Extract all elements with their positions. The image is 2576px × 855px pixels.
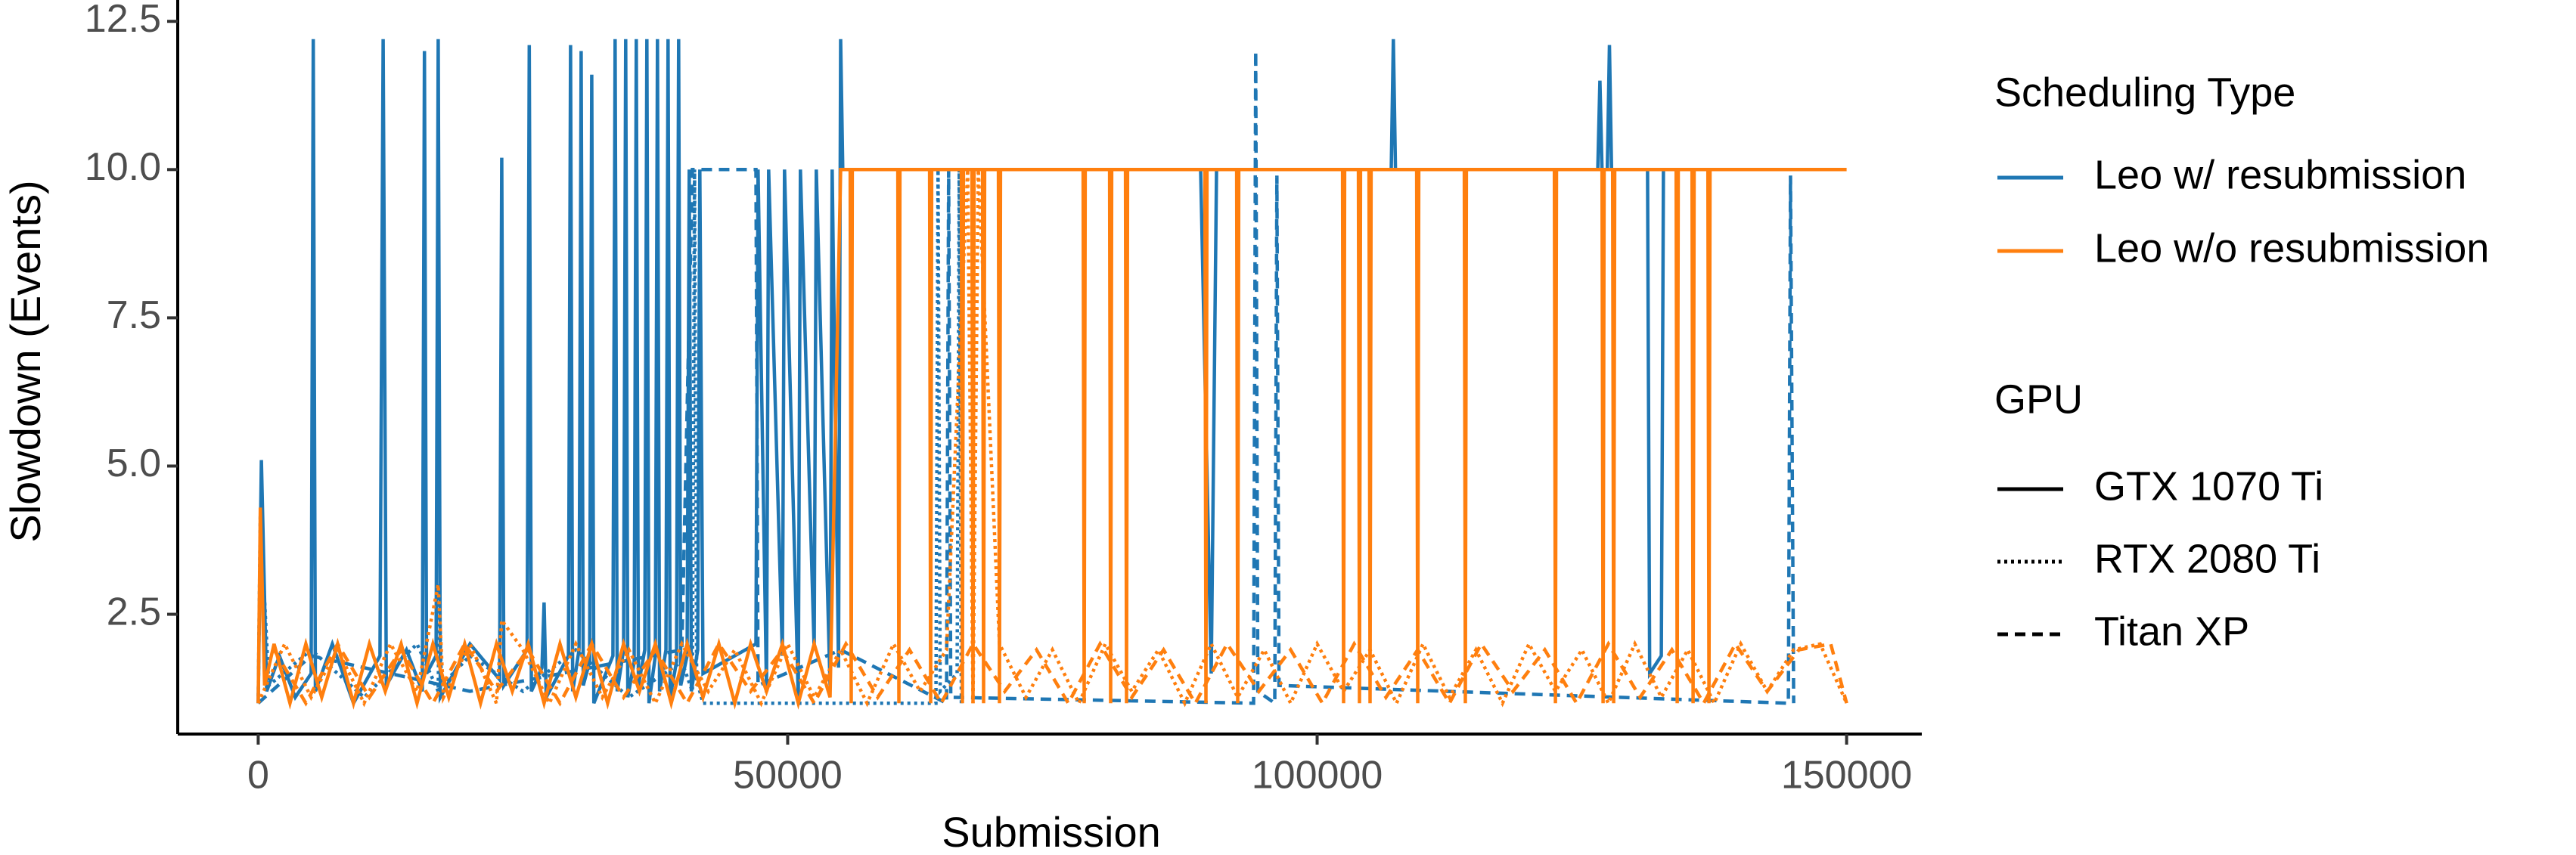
x-tick-label: 0 <box>247 754 269 798</box>
x-tick-label: 50000 <box>733 754 843 798</box>
x-axis-title: Submission <box>942 808 1160 855</box>
y-tick-label: 7.5 <box>107 293 161 337</box>
x-tick-label: 150000 <box>1781 754 1913 798</box>
series-line <box>256 51 1795 707</box>
series-line <box>256 169 1848 708</box>
y-tick-label: 2.5 <box>107 590 161 634</box>
series-line <box>256 169 964 705</box>
series-line <box>256 168 1847 710</box>
legend-title: Scheduling Type <box>1994 70 2295 115</box>
legend-title: GPU <box>1994 376 2083 422</box>
x-tick-label: 100000 <box>1252 754 1383 798</box>
y-tick-label: 10.0 <box>85 145 161 189</box>
plot-area <box>256 39 1848 710</box>
y-tick-label: 12.5 <box>85 0 161 41</box>
legend-label: Leo w/o resubmission <box>2094 225 2489 271</box>
y-tick-label: 5.0 <box>107 441 161 485</box>
legend-label: Leo w/ resubmission <box>2094 152 2466 197</box>
legend-label: RTX 2080 Ti <box>2094 536 2320 581</box>
y-axis-title: Slowdown (Events) <box>2 180 49 542</box>
legend-label: GTX 1070 Ti <box>2094 463 2323 509</box>
series-line <box>272 640 1848 707</box>
legend-label: Titan XP <box>2094 609 2249 654</box>
